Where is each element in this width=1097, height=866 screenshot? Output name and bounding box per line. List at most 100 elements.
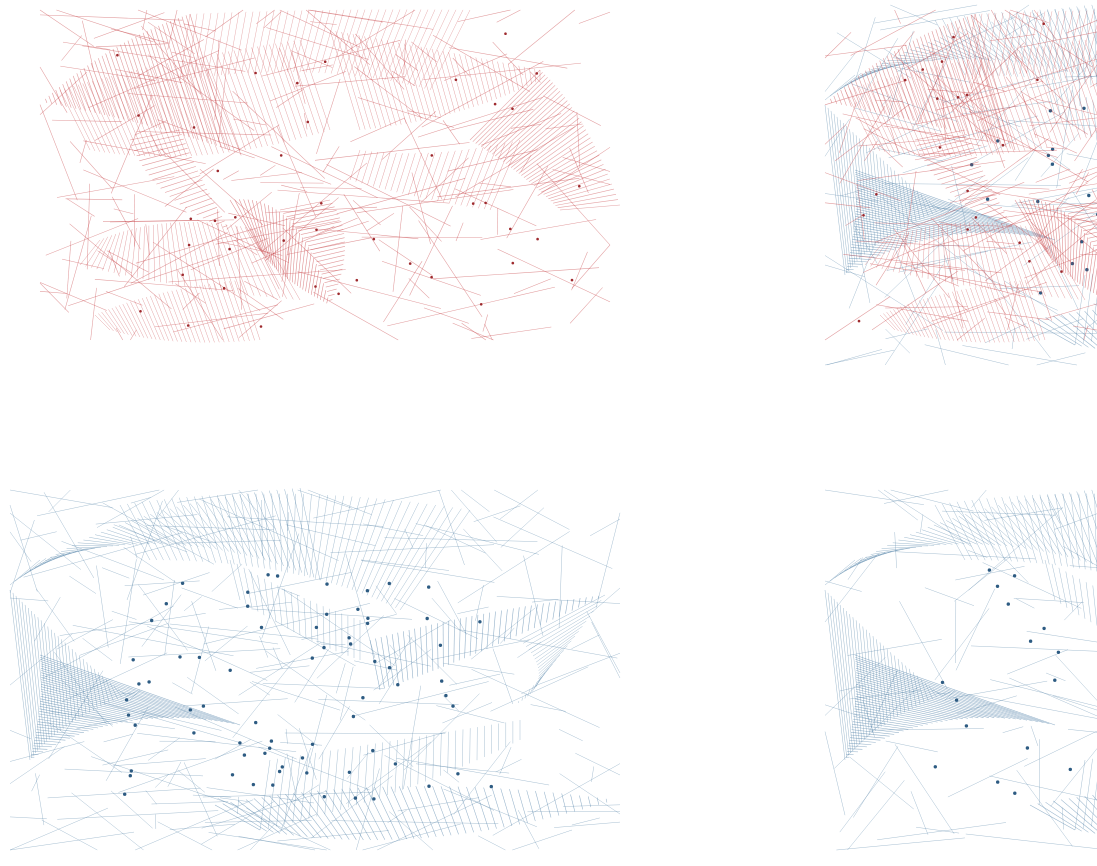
fan-edge	[297, 237, 303, 287]
network-edge	[437, 178, 580, 198]
fan-edge	[38, 718, 99, 729]
network-edge	[927, 89, 975, 94]
network-edge	[145, 224, 150, 256]
network-edge	[95, 514, 198, 525]
network-node	[427, 784, 431, 788]
network-edge	[337, 220, 369, 232]
network-edge	[309, 9, 434, 30]
fan-edge	[1092, 585, 1097, 626]
network-edge	[824, 193, 879, 202]
network-edge	[403, 117, 443, 200]
network-edge	[130, 497, 151, 504]
network-edge	[571, 244, 611, 289]
network-node	[1056, 650, 1061, 654]
network-edge	[403, 685, 422, 790]
network-edge	[529, 71, 541, 83]
network-edge	[284, 732, 446, 734]
network-edge	[1011, 327, 1015, 350]
fan-edge	[901, 177, 909, 226]
fan-edge	[1010, 224, 1040, 296]
network-edge	[142, 9, 148, 31]
fan-edge	[886, 311, 903, 333]
fan-edge	[889, 310, 907, 334]
network-edge	[843, 254, 1002, 274]
fan-edge	[139, 147, 188, 162]
network-edge	[863, 128, 1001, 196]
fan-edge	[38, 716, 103, 727]
network-edge	[211, 564, 243, 592]
fan-edge	[1018, 500, 1057, 555]
fan-edge	[378, 152, 391, 188]
network-edge	[461, 322, 487, 341]
fan-edge	[848, 260, 867, 263]
network-edge	[137, 584, 188, 651]
fan-edge	[125, 229, 133, 276]
fan-edge	[396, 9, 429, 83]
fan-edge	[466, 145, 491, 207]
network-edge	[124, 580, 200, 586]
network-edge	[219, 146, 255, 159]
fan-edge	[986, 498, 1012, 562]
network-edge	[930, 43, 945, 107]
fan-edge	[230, 801, 274, 833]
fan-edge	[1074, 224, 1079, 281]
fan-edge	[510, 114, 577, 168]
fan-edge	[824, 559, 856, 586]
network-edge	[493, 516, 613, 569]
fan-edge	[264, 578, 271, 619]
fan-edge	[177, 60, 214, 155]
network-edge	[442, 120, 460, 145]
fan-edge	[87, 82, 120, 155]
fan-edge	[897, 658, 906, 713]
fan-edge	[862, 84, 895, 154]
fan-edge	[376, 503, 428, 600]
fan-edge	[959, 222, 971, 287]
fan-edge	[1084, 24, 1097, 73]
fan-edge	[464, 617, 467, 659]
fan-edge	[1083, 5, 1097, 45]
fan-edge	[298, 221, 342, 232]
network-node	[355, 278, 359, 282]
fan-edge	[403, 631, 409, 681]
fan-edge	[964, 13, 976, 81]
network-edge	[330, 544, 495, 553]
fan-edge	[437, 623, 439, 669]
network-edge	[855, 226, 878, 264]
blue-nodes	[933, 568, 1073, 795]
fan-edge	[251, 47, 285, 143]
fan-edge	[912, 672, 921, 705]
fan-edge	[531, 681, 538, 692]
fan-edge	[432, 786, 452, 836]
fan-edge	[849, 129, 863, 257]
fan-edge	[375, 638, 385, 689]
network-edge	[824, 704, 886, 725]
fan-edge	[935, 29, 970, 136]
network-edge	[970, 645, 1097, 652]
network-node	[314, 625, 319, 630]
fan-edge	[460, 146, 484, 206]
network-node	[137, 114, 140, 117]
fan-edge	[94, 534, 138, 545]
fan-edge	[1051, 563, 1062, 604]
fan-edge	[916, 38, 947, 130]
fan-edge	[469, 69, 541, 141]
network-edge	[895, 551, 1036, 560]
network-edge	[408, 278, 430, 299]
fan-edge	[1069, 217, 1072, 277]
network-node	[259, 325, 263, 328]
blue-fan-bundle	[214, 786, 608, 841]
fan-edge	[305, 233, 345, 243]
fan-edge	[1091, 489, 1097, 509]
fan-edge	[222, 803, 267, 832]
network-edge	[559, 773, 621, 815]
network-edge	[461, 489, 490, 512]
fan-edge	[979, 286, 1000, 343]
fan-edge	[440, 786, 459, 835]
fan-edge	[227, 51, 263, 148]
network-edge	[905, 263, 944, 325]
network-edge	[339, 666, 354, 721]
network-edge	[986, 240, 1016, 245]
fan-edge	[897, 173, 906, 228]
network-node	[310, 656, 314, 660]
network-edge	[49, 711, 175, 730]
